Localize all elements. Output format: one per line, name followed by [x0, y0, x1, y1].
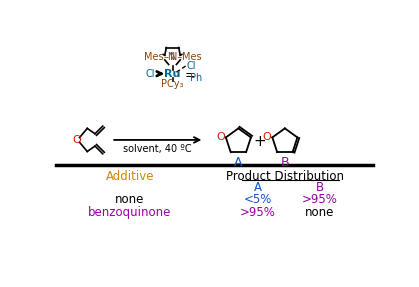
Text: +: + — [253, 134, 266, 149]
Text: solvent, 40 ºC: solvent, 40 ºC — [124, 144, 192, 154]
Text: Ru: Ru — [164, 69, 181, 79]
Text: A: A — [254, 181, 262, 194]
Text: Mes: Mes — [144, 52, 163, 62]
Text: benzoquinone: benzoquinone — [88, 206, 171, 219]
Text: B: B — [281, 156, 289, 169]
Text: none: none — [305, 206, 334, 219]
Text: >95%: >95% — [302, 193, 338, 206]
Text: N–: N– — [170, 52, 182, 62]
Text: =: = — [185, 69, 196, 83]
Text: Ph: Ph — [190, 73, 202, 83]
Text: O: O — [263, 132, 272, 142]
Text: PCy₃: PCy₃ — [161, 79, 184, 90]
Text: O: O — [216, 132, 225, 142]
Text: –N: –N — [163, 52, 176, 62]
Text: <5%: <5% — [243, 193, 272, 206]
Text: Mes: Mes — [182, 52, 202, 62]
Text: O: O — [73, 135, 82, 145]
Text: Additive: Additive — [106, 170, 154, 183]
Text: Product Distribution: Product Distribution — [226, 170, 344, 183]
Text: Cl: Cl — [186, 61, 196, 71]
Text: B: B — [316, 181, 324, 194]
Text: A: A — [234, 156, 243, 169]
Text: Cl: Cl — [146, 69, 155, 79]
Text: none: none — [115, 193, 145, 206]
Text: >95%: >95% — [240, 206, 276, 219]
